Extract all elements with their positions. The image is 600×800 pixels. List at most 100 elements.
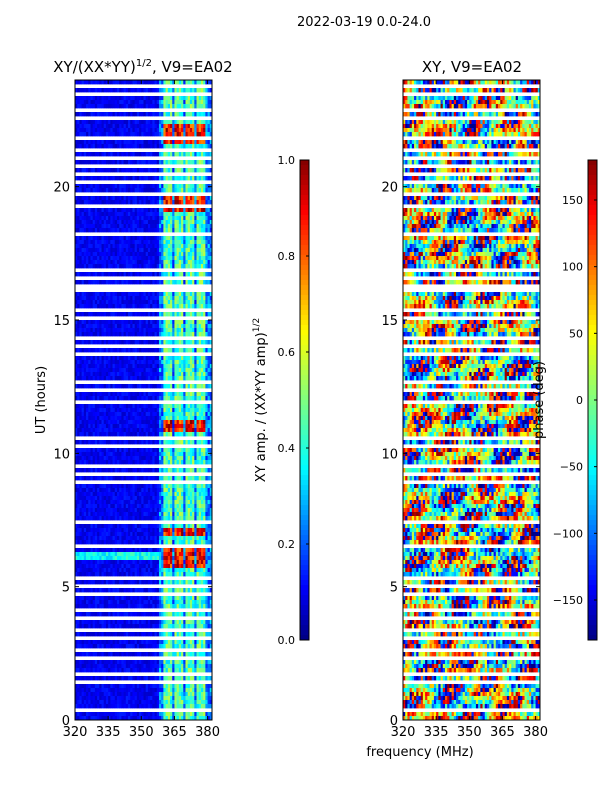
amp-cell <box>86 104 89 109</box>
amp-cell <box>209 128 213 133</box>
amp-cell <box>110 140 113 145</box>
amp-cell <box>205 252 208 257</box>
amp-cell <box>209 200 213 205</box>
amp-cell <box>130 200 133 205</box>
amp-cell <box>205 340 208 345</box>
amp-cell <box>145 168 149 173</box>
amp-cell <box>147 304 151 309</box>
amp-cell <box>94 240 98 245</box>
amp-cell <box>101 104 105 109</box>
amp-cell <box>119 244 122 249</box>
amp-cell <box>185 256 189 261</box>
amp-cell <box>170 328 173 333</box>
amp-cell <box>136 152 140 157</box>
amp-cell <box>121 208 125 213</box>
amp-cell <box>134 264 138 269</box>
amp-cell <box>203 248 206 253</box>
amp-cell <box>83 132 87 137</box>
amp-cell <box>105 236 109 241</box>
amp-cell <box>139 244 142 249</box>
amp-cell <box>141 264 144 269</box>
amp-cell <box>86 328 89 333</box>
amp-cell <box>99 128 102 133</box>
amp-cell <box>167 324 171 329</box>
amp-cell <box>143 208 147 213</box>
amp-cell <box>163 252 166 257</box>
amp-cell <box>198 100 202 105</box>
amp-cell <box>147 100 151 105</box>
amp-cell <box>77 332 80 337</box>
amp-cell <box>83 160 87 165</box>
amp-cell <box>189 188 193 193</box>
amp-cell <box>145 324 149 329</box>
amp-cell <box>128 228 131 233</box>
amp-cell <box>178 176 182 181</box>
amp-cell <box>150 296 153 301</box>
amp-cell <box>167 212 171 217</box>
amp-cell <box>163 248 166 253</box>
amp-cell <box>167 304 171 309</box>
amp-cell <box>198 88 202 93</box>
amp-cell <box>200 144 204 149</box>
amp-cell <box>116 240 120 245</box>
amp-cell <box>119 152 122 157</box>
amp-cell <box>205 100 208 105</box>
amp-cell <box>154 132 158 137</box>
amp-cell <box>88 348 91 353</box>
amp-cell <box>128 140 131 145</box>
amp-cell <box>86 100 89 105</box>
amp-cell <box>145 184 149 189</box>
amp-cell <box>83 208 87 213</box>
amp-cell <box>150 140 153 145</box>
amp-cell <box>114 240 118 245</box>
amp-cell <box>203 144 206 149</box>
amp-cell <box>189 328 193 333</box>
amp-cell <box>110 260 113 265</box>
amp-cell <box>203 272 206 277</box>
amp-cell <box>187 196 191 201</box>
amp-cell <box>147 188 151 193</box>
amp-cell <box>181 340 184 345</box>
amp-cell <box>119 280 122 285</box>
amp-cell <box>101 304 105 309</box>
amp-cell <box>123 152 127 157</box>
amp-cell <box>187 140 191 145</box>
amp-cell <box>77 236 80 241</box>
amp-cell <box>150 168 153 173</box>
amp-cell <box>114 244 118 249</box>
amp-cell <box>116 184 120 189</box>
amp-cell <box>88 328 91 333</box>
amp-cell <box>136 272 140 277</box>
amp-cell <box>130 124 133 129</box>
amp-cell <box>167 196 171 201</box>
amp-cell <box>141 300 144 305</box>
amp-cell <box>86 236 89 241</box>
amp-cell <box>158 216 162 221</box>
amp-cell <box>79 140 83 145</box>
amp-cell <box>119 176 122 181</box>
amp-cell <box>141 196 144 201</box>
amp-cell <box>145 208 149 213</box>
amp-cell <box>139 140 142 145</box>
amp-cell <box>181 328 184 333</box>
amp-cell <box>176 280 180 285</box>
amp-cell <box>196 184 200 189</box>
amp-cell <box>167 120 171 125</box>
amp-cell <box>125 264 129 269</box>
amp-cell <box>112 196 116 201</box>
amp-cell <box>185 196 189 201</box>
amp-cell <box>207 228 211 233</box>
amp-cell <box>165 104 169 109</box>
amp-cell <box>79 104 83 109</box>
amp-cell <box>130 96 133 101</box>
amp-cell <box>200 340 204 345</box>
amp-cell <box>88 144 91 149</box>
amp-cell <box>154 224 158 229</box>
amp-cell <box>167 128 171 133</box>
amp-cell <box>161 100 164 105</box>
amp-cell <box>103 184 107 189</box>
amp-cell <box>121 264 125 269</box>
amp-cell <box>181 260 184 265</box>
amp-cell <box>125 328 129 333</box>
amp-cell <box>81 224 85 229</box>
